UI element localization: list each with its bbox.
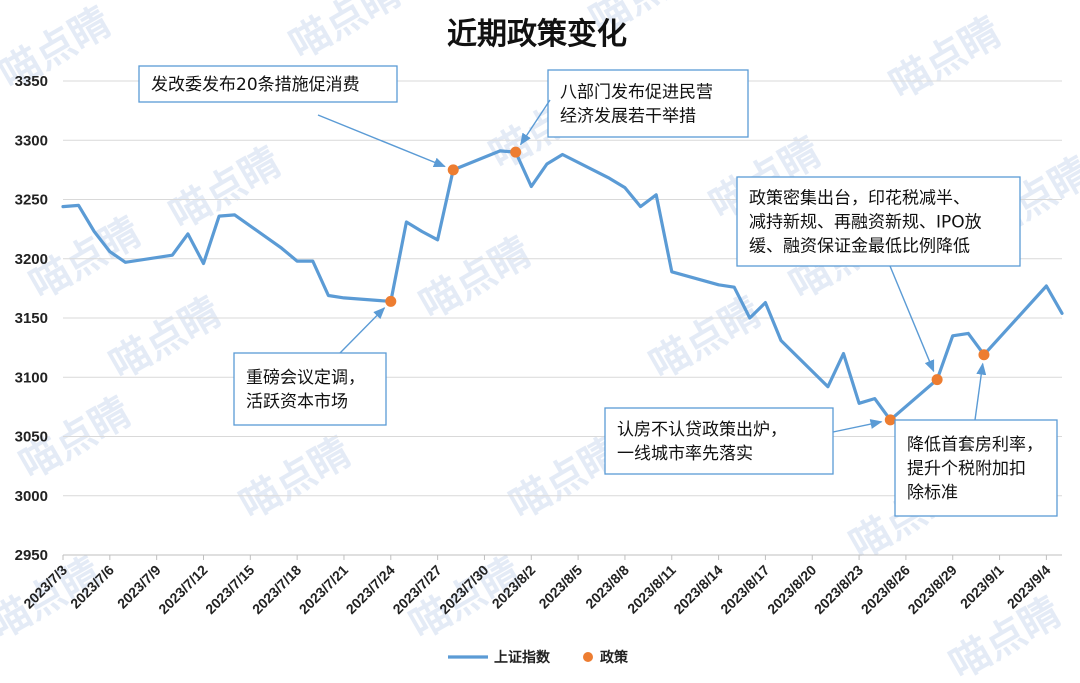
annotation-arrow [317, 114, 446, 168]
annotation-text: 政策密集出台，印花税减半、 [749, 189, 970, 209]
y-tick-label: 3000 [15, 488, 48, 505]
x-tick-label: 2023/8/5 [535, 562, 585, 612]
annotation-arrow [520, 99, 551, 146]
annotation-text: 减持新规、再融资新规、IPO放 [749, 213, 982, 233]
policy-marker [931, 374, 943, 386]
x-tick-label: 2023/8/23 [811, 562, 867, 618]
watermark-text: 喵点睛 [882, 9, 1009, 109]
annotation-text: 提升个税附加扣 [907, 459, 1026, 479]
y-tick-label: 2950 [15, 547, 48, 564]
policy-marker [510, 146, 522, 158]
y-tick-label: 3200 [15, 251, 48, 268]
series-line-shanghai-index [61, 149, 1064, 422]
policy-marker [884, 414, 896, 426]
x-tick-label: 2023/7/21 [296, 562, 352, 618]
annotation-text: 经济发展若干举措 [560, 107, 696, 127]
x-tick-label: 2023/8/20 [764, 562, 820, 618]
annotation-text: 发改委发布20条措施促消费 [151, 75, 360, 95]
annotation-text: 活跃资本市场 [246, 392, 348, 412]
annotation: 政策密集出台，印花税减半、减持新规、再融资新规、IPO放缓、融资保证金最低比例降… [736, 176, 1021, 373]
policy-marker [978, 349, 990, 361]
policy-marker [385, 295, 397, 307]
x-tick-label: 2023/7/15 [202, 562, 258, 618]
policy-marker [447, 164, 459, 176]
x-tick-label: 2023/8/14 [670, 562, 726, 618]
annotation-box [736, 176, 1021, 267]
series-layer [61, 146, 1064, 426]
annotation: 发改委发布20条措施促消费 [138, 65, 446, 168]
annotation-text: 降低首套房利率， [907, 435, 1043, 455]
watermark-text: 喵点睛 [232, 429, 359, 529]
y-tick-label: 3250 [15, 192, 48, 209]
annotation-arrow [974, 362, 987, 421]
watermark-text: 喵点睛 [282, 0, 409, 69]
x-tick-label: 2023/8/29 [904, 562, 960, 618]
x-tick-label: 2023/7/12 [155, 562, 211, 618]
annotation: 重磅会议定调， 活跃资本市场 [233, 307, 387, 426]
watermark-text: 喵点睛 [412, 229, 539, 329]
x-axis: 2023/7/32023/7/62023/7/92023/7/122023/7/… [20, 554, 1062, 618]
x-tick-label: 2023/7/18 [249, 562, 305, 618]
annotation-text: 八部门发布促进民营 [560, 83, 713, 103]
y-tick-label: 3050 [15, 429, 48, 446]
annotation-box [233, 352, 387, 426]
annotation-box [138, 65, 398, 103]
annotation-text: 一线城市率先落实 [617, 444, 753, 464]
y-tick-label: 3150 [15, 310, 48, 327]
x-tick-label: 2023/7/24 [343, 562, 399, 618]
y-axis: 3350 3300 3250 3200 3150 3100 3050 3000 2950 [15, 73, 48, 564]
annotation-text: 重磅会议定调， [246, 368, 365, 388]
annotation-box [604, 407, 834, 475]
legend-label-index: 上证指数 [494, 649, 551, 666]
x-tick-label: 2023/8/11 [624, 562, 679, 617]
watermark-text: 喵点睛 [102, 289, 229, 389]
annotation-box [894, 419, 1058, 517]
annotation-arrow [832, 419, 883, 433]
legend-swatch-dot [583, 652, 593, 662]
annotation-text: 除标准 [907, 483, 958, 503]
annotation: 认房不认贷政策出炉， 一线城市率先落实 [604, 407, 883, 475]
y-tick-label: 3100 [15, 369, 48, 386]
x-tick-label: 2023/9/1 [957, 562, 1007, 612]
legend-label-policy: 政策 [600, 649, 629, 666]
y-tick-label: 3300 [15, 132, 48, 149]
annotation-box [547, 69, 749, 138]
annotation-text: 缓、融资保证金最低比例降低 [749, 237, 970, 257]
watermark-text: 喵点睛 [642, 289, 769, 389]
annotation-text: 认房不认贷政策出炉， [617, 420, 787, 440]
legend: 上证指数 政策 [448, 649, 629, 666]
watermark-text: 喵点睛 [162, 139, 289, 239]
annotation-arrow [339, 307, 386, 354]
chart-title: 近期政策变化 [447, 17, 627, 52]
x-tick-label: 2023/8/17 [717, 562, 773, 618]
x-tick-label: 2023/8/26 [858, 562, 914, 618]
annotation-arrow [889, 265, 935, 373]
y-tick-label: 3350 [15, 73, 48, 90]
